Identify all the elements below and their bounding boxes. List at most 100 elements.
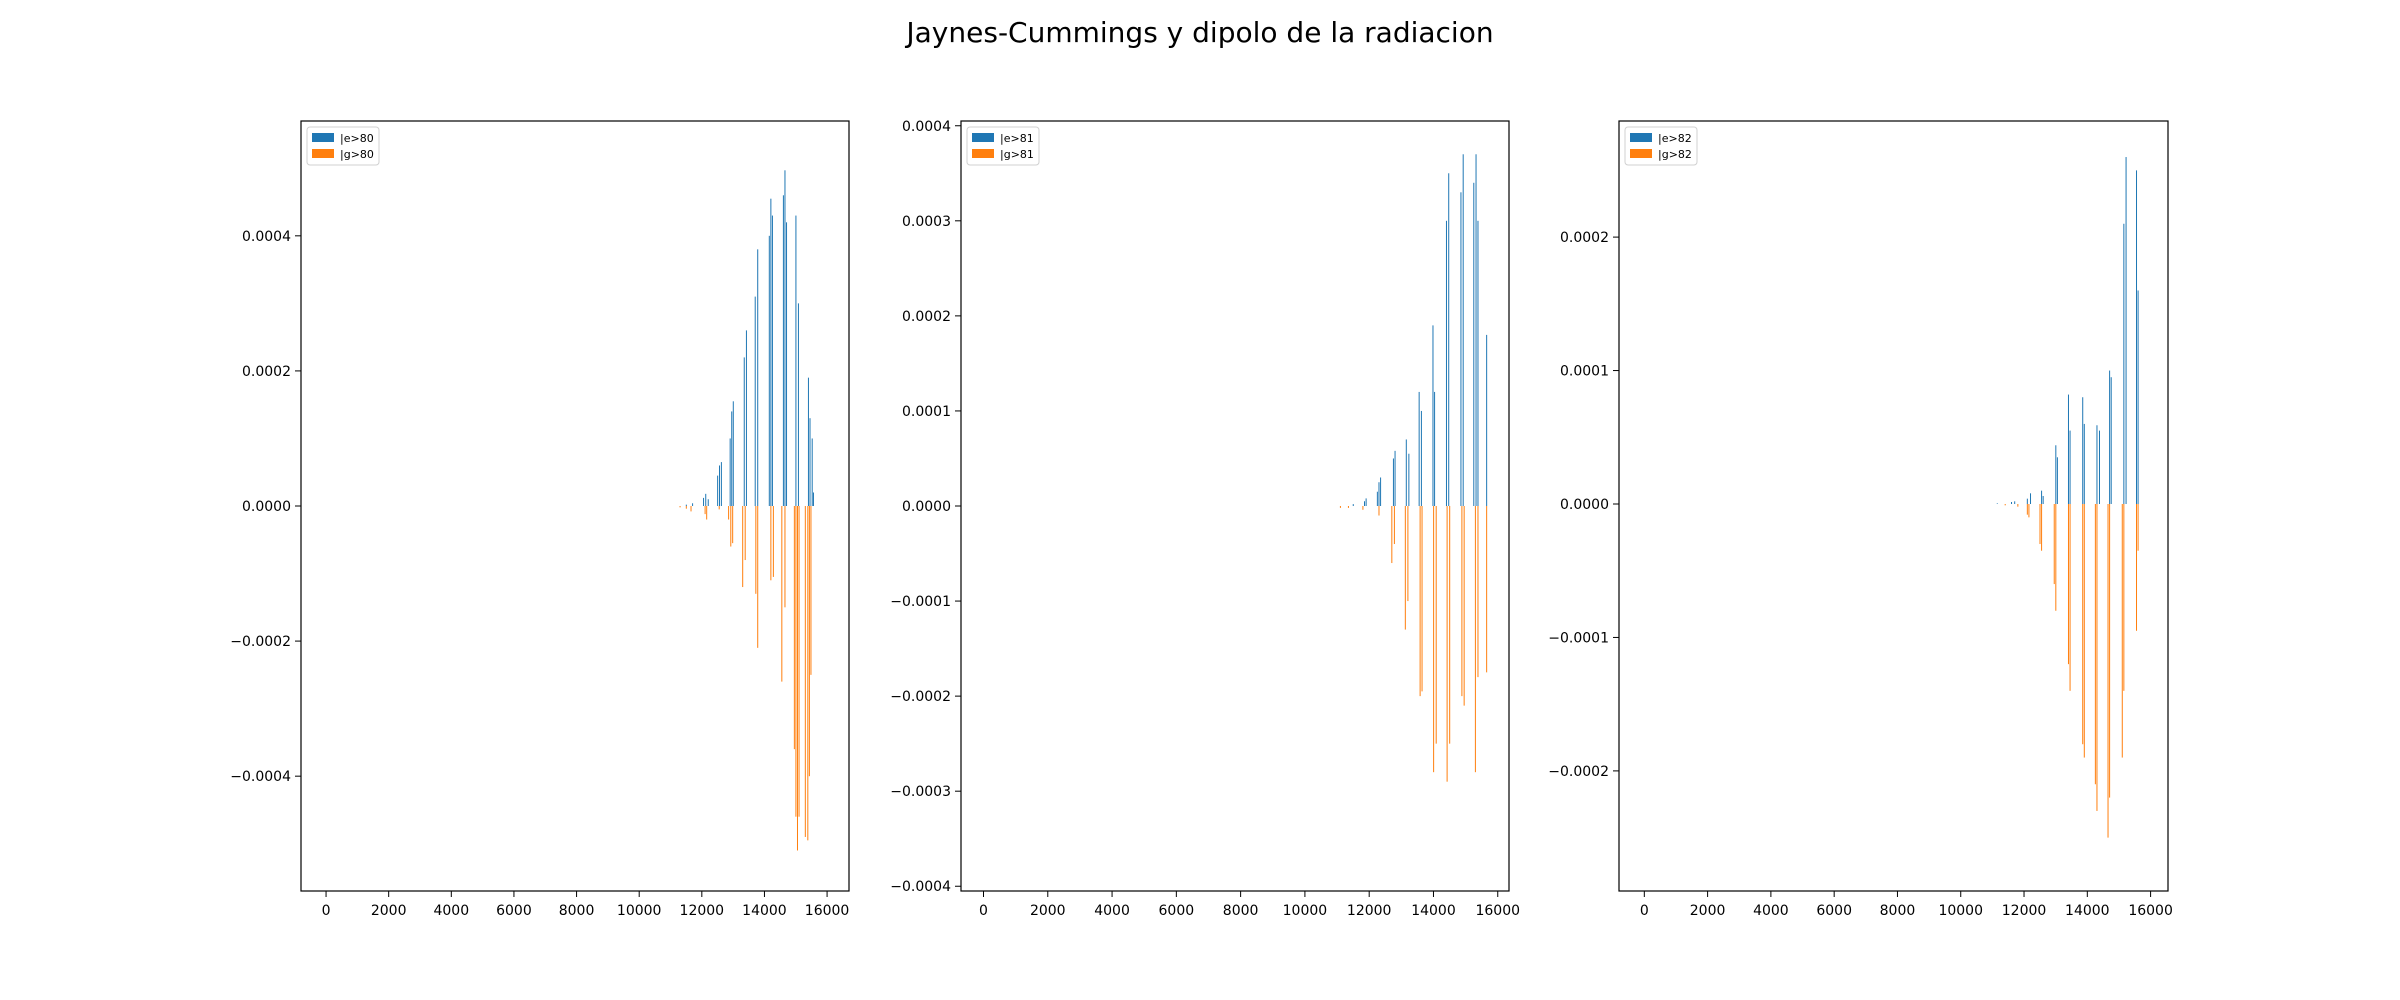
bar bbox=[728, 506, 730, 520]
bar bbox=[1365, 498, 1367, 506]
bar bbox=[793, 506, 795, 750]
subplot-3: 0 2000 4000 6000 8000 10000 12000 14000 16000 −0.… bbox=[1548, 120, 2173, 919]
series-excited bbox=[1352, 154, 1488, 507]
bar bbox=[2109, 370, 2111, 504]
plot-frame bbox=[960, 120, 1510, 892]
bar bbox=[707, 499, 709, 506]
y-tick-label: 0.0001 bbox=[902, 404, 951, 420]
bar bbox=[2067, 394, 2069, 504]
x-tick-label: 6000 bbox=[1159, 903, 1195, 919]
x-tick-label: 14000 bbox=[1411, 903, 1456, 919]
bar bbox=[757, 506, 759, 648]
bar bbox=[717, 475, 719, 506]
bar bbox=[706, 506, 708, 520]
bar bbox=[1462, 154, 1464, 506]
bar bbox=[1347, 506, 1349, 508]
legend: |e>82 |g>82 bbox=[1624, 126, 1698, 166]
bar bbox=[2096, 504, 2098, 811]
bar bbox=[705, 493, 707, 506]
bar bbox=[730, 506, 732, 547]
y-tick-label: 0.0001 bbox=[1560, 364, 1609, 380]
bar bbox=[732, 506, 734, 544]
bar bbox=[731, 411, 733, 506]
y-tick-label: −0.0004 bbox=[890, 879, 951, 895]
bar bbox=[784, 506, 786, 608]
bar bbox=[768, 235, 770, 506]
bar bbox=[704, 506, 706, 515]
x-tick-label: 10000 bbox=[617, 903, 662, 919]
bar bbox=[2083, 423, 2085, 504]
bar bbox=[2030, 493, 2032, 504]
bar bbox=[745, 330, 747, 506]
x-tick-label: 4000 bbox=[433, 903, 469, 919]
legend-entry: |e>82 bbox=[1658, 132, 1692, 145]
x-tick-label: 0 bbox=[1640, 903, 1649, 919]
y-tick-label: 0.0002 bbox=[902, 309, 951, 325]
bar bbox=[1433, 506, 1435, 773]
y-tick-label: −0.0001 bbox=[1548, 630, 1609, 646]
bar bbox=[2137, 290, 2139, 504]
y-tick-label: 0.0000 bbox=[1560, 497, 1609, 513]
x-tick-label: 16000 bbox=[1475, 903, 1520, 919]
x-tick-label: 8000 bbox=[1880, 903, 1916, 919]
series-ground bbox=[2004, 504, 2139, 838]
y-tick-label: 0.0002 bbox=[1560, 230, 1609, 246]
x-tick-label: 6000 bbox=[496, 903, 532, 919]
legend-swatch bbox=[1630, 149, 1652, 158]
y-tick-label: −0.0002 bbox=[230, 634, 291, 650]
bar bbox=[2053, 504, 2055, 585]
bar bbox=[2067, 504, 2069, 665]
bar bbox=[2004, 504, 2006, 506]
bar bbox=[718, 506, 720, 510]
x-tick-label: 2000 bbox=[1690, 903, 1726, 919]
bar bbox=[1445, 220, 1447, 506]
bar bbox=[1474, 506, 1476, 773]
y-tick-label: 0.0004 bbox=[902, 119, 951, 135]
bar bbox=[1463, 506, 1465, 706]
bar bbox=[1449, 506, 1451, 744]
x-tick-label: 0 bbox=[979, 903, 988, 919]
bar bbox=[2096, 425, 2098, 504]
bar bbox=[1378, 506, 1380, 516]
y-tick-label: −0.0001 bbox=[890, 594, 951, 610]
bar bbox=[729, 438, 731, 506]
bar bbox=[1408, 453, 1410, 506]
x-tick-label: 14000 bbox=[2065, 903, 2110, 919]
bar bbox=[742, 506, 744, 588]
bar bbox=[1418, 391, 1420, 506]
bar bbox=[1404, 506, 1406, 630]
bar bbox=[1432, 325, 1434, 506]
series-ground bbox=[679, 506, 812, 851]
series-ground bbox=[1339, 506, 1488, 782]
bar bbox=[1421, 506, 1423, 692]
bar bbox=[2055, 445, 2057, 504]
bar bbox=[770, 506, 772, 581]
x-tick-label: 8000 bbox=[559, 903, 595, 919]
bar bbox=[719, 465, 721, 506]
bar bbox=[797, 303, 799, 506]
bar bbox=[795, 506, 797, 817]
bar bbox=[1996, 503, 1998, 504]
bar bbox=[1486, 506, 1488, 673]
bar bbox=[755, 506, 757, 594]
bar bbox=[782, 195, 784, 507]
bar bbox=[772, 506, 774, 577]
y-tick-label: 0.0004 bbox=[242, 229, 291, 245]
x-tick-label: 4000 bbox=[1753, 903, 1789, 919]
bar bbox=[1420, 410, 1422, 506]
legend-entry: |g>81 bbox=[1000, 148, 1034, 161]
bar bbox=[770, 198, 772, 506]
bar bbox=[1477, 220, 1479, 506]
bar bbox=[1378, 482, 1380, 506]
bar bbox=[1475, 154, 1477, 506]
bar bbox=[2123, 223, 2125, 504]
plot-frame bbox=[300, 120, 850, 892]
y-tick-label: 0.0003 bbox=[902, 214, 951, 230]
bar bbox=[692, 503, 694, 506]
bar bbox=[1419, 506, 1421, 697]
y-tick-label: −0.0004 bbox=[230, 769, 291, 785]
bar bbox=[1405, 439, 1407, 506]
bar bbox=[2039, 504, 2041, 545]
bar bbox=[1473, 182, 1475, 507]
x-tick-label: 14000 bbox=[742, 903, 787, 919]
